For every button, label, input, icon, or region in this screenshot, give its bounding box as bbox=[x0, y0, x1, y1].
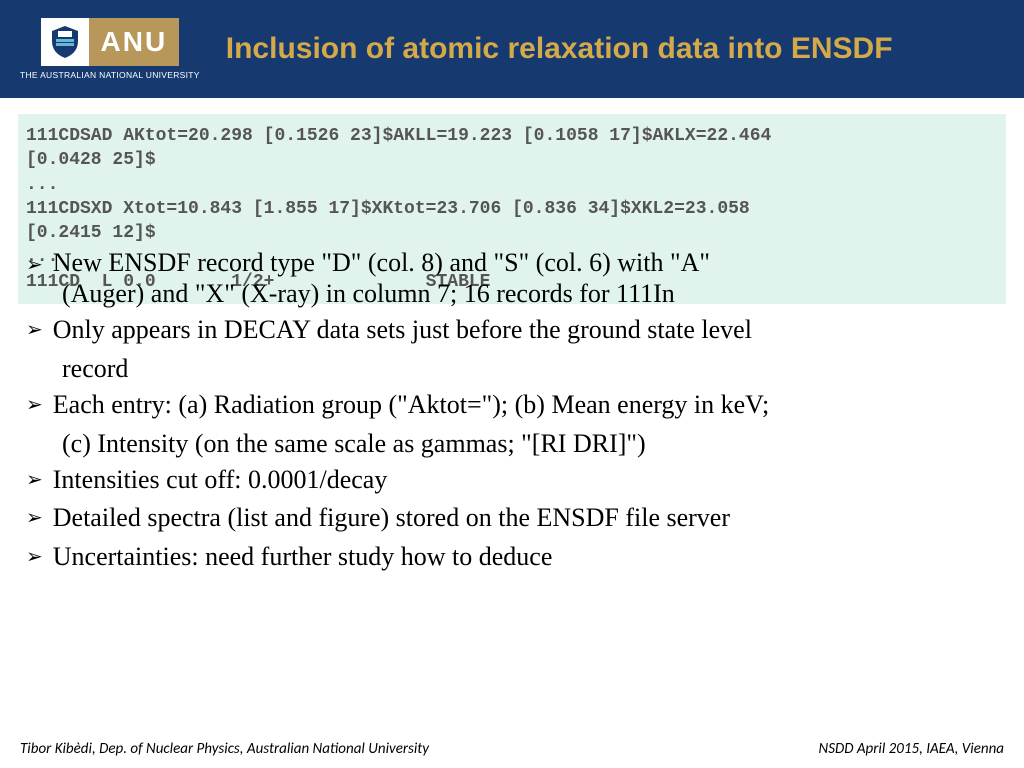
bullet-content: ➢ New ENSDF record type "D" (col. 8) and… bbox=[26, 276, 998, 577]
slide-title: Inclusion of atomic relaxation data into… bbox=[226, 32, 1004, 66]
bullet-arrow-icon: ➢ bbox=[26, 391, 43, 419]
bullet-arrow-icon: ➢ bbox=[26, 252, 43, 277]
footer-right: NSDD April 2015, IAEA, Vienna bbox=[819, 740, 1004, 758]
bullet-item: ➢ New ENSDF record type "D" (col. 8) and… bbox=[26, 248, 998, 278]
bullet-item: ➢ Detailed spectra (list and figure) sto… bbox=[26, 500, 998, 536]
bullet-text: New ENSDF record type "D" (col. 8) and "… bbox=[53, 248, 998, 278]
bullet-continuation: (c) Intensity (on the same scale as gamm… bbox=[26, 426, 998, 462]
bullet-item: ➢ Intensities cut off: 0.0001/decay bbox=[26, 462, 998, 498]
bullet-item: ➢ Each entry: (a) Radiation group ("Akto… bbox=[26, 387, 998, 423]
bullet-text: Detailed spectra (list and figure) store… bbox=[53, 500, 998, 536]
bullet-item: ➢ Only appears in DECAY data sets just b… bbox=[26, 312, 998, 348]
bullet-continuation: record bbox=[26, 351, 998, 387]
bullet-arrow-icon: ➢ bbox=[26, 466, 43, 494]
slide-header: ANU THE AUSTRALIAN NATIONAL UNIVERSITY I… bbox=[0, 0, 1024, 98]
anu-logo: ANU THE AUSTRALIAN NATIONAL UNIVERSITY bbox=[20, 18, 200, 80]
anu-subtitle: THE AUSTRALIAN NATIONAL UNIVERSITY bbox=[20, 70, 200, 80]
bullet-continuation: (Auger) and "X" (X-ray) in column 7; 16 … bbox=[26, 276, 998, 312]
bullet-text: Only appears in DECAY data sets just bef… bbox=[53, 312, 998, 348]
code-line: 111CDSXD Xtot=10.843 [1.855 17]$XKtot=23… bbox=[26, 199, 750, 219]
bullet-arrow-icon: ➢ bbox=[26, 543, 43, 571]
code-line: 111CDSAD AKtot=20.298 [0.1526 23]$AKLL=1… bbox=[26, 126, 771, 146]
code-line: [0.0428 25]$ bbox=[26, 150, 156, 170]
bullet-text: Uncertainties: need further study how to… bbox=[53, 539, 998, 575]
bullet-text: Intensities cut off: 0.0001/decay bbox=[53, 462, 998, 498]
bullet-arrow-icon: ➢ bbox=[26, 316, 43, 344]
bullet-text: Each entry: (a) Radiation group ("Aktot=… bbox=[53, 387, 998, 423]
anu-crest-icon bbox=[41, 18, 89, 66]
code-line: ... bbox=[26, 175, 58, 195]
anu-wordmark: ANU bbox=[89, 18, 180, 66]
code-line: [0.2415 12]$ bbox=[26, 223, 156, 243]
bullet-arrow-icon: ➢ bbox=[26, 504, 43, 532]
footer-left: Tibor Kibèdi, Dep. of Nuclear Physics, A… bbox=[20, 740, 429, 758]
bullet-item: ➢ Uncertainties: need further study how … bbox=[26, 539, 998, 575]
slide-footer: Tibor Kibèdi, Dep. of Nuclear Physics, A… bbox=[0, 740, 1024, 758]
